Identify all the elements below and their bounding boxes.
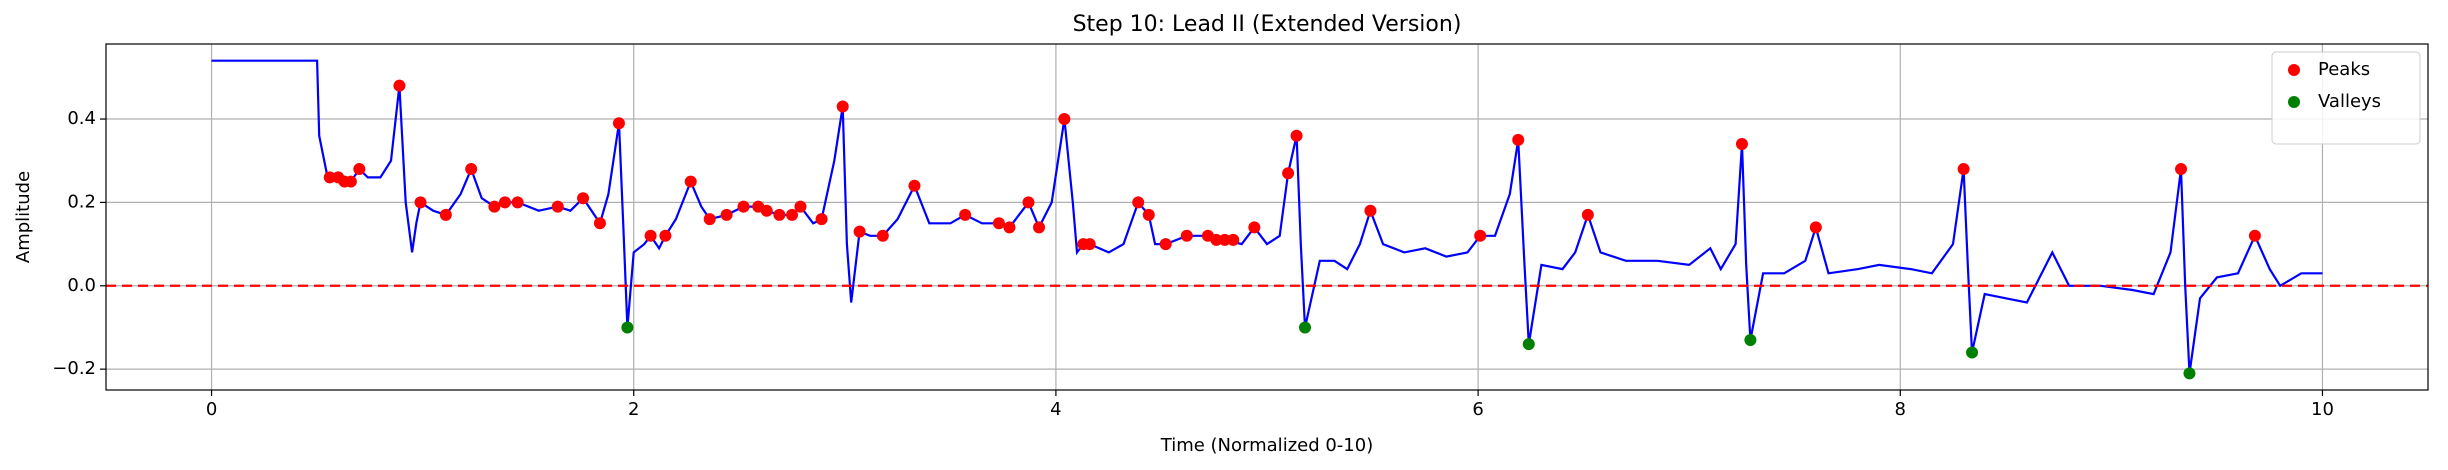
point bbox=[1581, 208, 1594, 221]
point bbox=[1083, 238, 1096, 251]
legend-marker bbox=[2288, 64, 2300, 76]
point bbox=[1003, 221, 1016, 234]
point bbox=[511, 196, 524, 209]
point bbox=[853, 225, 866, 238]
x-tick-label: 4 bbox=[1050, 399, 1061, 420]
point bbox=[1957, 163, 1970, 176]
point bbox=[786, 208, 799, 221]
point bbox=[815, 213, 828, 226]
point bbox=[393, 79, 406, 92]
point bbox=[876, 229, 889, 242]
point bbox=[353, 163, 366, 176]
point bbox=[1364, 204, 1377, 217]
x-tick-label: 8 bbox=[1895, 399, 1906, 420]
point bbox=[1512, 133, 1525, 146]
point bbox=[836, 100, 849, 113]
point bbox=[1058, 113, 1071, 126]
point bbox=[323, 171, 336, 184]
point bbox=[992, 217, 1005, 230]
point bbox=[1227, 233, 1240, 246]
legend-marker bbox=[2288, 96, 2300, 108]
point bbox=[551, 200, 564, 213]
point bbox=[644, 229, 657, 242]
point bbox=[684, 175, 697, 188]
point bbox=[498, 196, 511, 209]
x-tick-label: 2 bbox=[628, 399, 639, 420]
point bbox=[1290, 129, 1303, 142]
y-axis-label: Amplitude bbox=[13, 171, 34, 263]
point bbox=[1180, 229, 1193, 242]
point bbox=[465, 163, 478, 176]
point bbox=[344, 175, 357, 188]
point bbox=[1966, 346, 1979, 359]
point bbox=[1132, 196, 1145, 209]
point bbox=[1210, 233, 1223, 246]
y-tick-label: 0.4 bbox=[67, 108, 96, 129]
point bbox=[414, 196, 427, 209]
point bbox=[1022, 196, 1035, 209]
y-tick-label: 0.2 bbox=[67, 191, 96, 212]
point bbox=[1159, 238, 1172, 251]
plot-frame bbox=[105, 43, 2429, 391]
chart-title: Step 10: Lead II (Extended Version) bbox=[1073, 12, 1462, 37]
point bbox=[621, 321, 634, 334]
point bbox=[737, 200, 750, 213]
point bbox=[908, 179, 921, 192]
x-tick-label: 10 bbox=[2311, 399, 2334, 420]
point bbox=[1809, 221, 1822, 234]
legend-box bbox=[2271, 51, 2421, 145]
point bbox=[2175, 163, 2188, 176]
legend-label: Peaks bbox=[2318, 59, 2370, 80]
x-tick-label: 0 bbox=[206, 399, 217, 420]
point bbox=[2183, 367, 2196, 380]
point bbox=[1282, 167, 1295, 180]
point bbox=[1218, 233, 1231, 246]
point bbox=[488, 200, 501, 213]
point bbox=[1033, 221, 1046, 234]
point bbox=[794, 200, 807, 213]
point bbox=[577, 192, 590, 205]
x-tick-label: 6 bbox=[1472, 399, 1483, 420]
point bbox=[593, 217, 606, 230]
point bbox=[1298, 321, 1311, 334]
point bbox=[703, 213, 716, 226]
y-tick-label: 0.0 bbox=[67, 275, 96, 296]
point bbox=[659, 229, 672, 242]
point bbox=[1522, 338, 1535, 351]
point bbox=[612, 117, 625, 130]
y-tick-label: −0.2 bbox=[52, 358, 96, 379]
point bbox=[773, 208, 786, 221]
x-axis-label: Time (Normalized 0-10) bbox=[1160, 435, 1373, 456]
point bbox=[1735, 138, 1748, 151]
point bbox=[1744, 333, 1757, 346]
point bbox=[1248, 221, 1261, 234]
point bbox=[1474, 229, 1487, 242]
point bbox=[1142, 208, 1155, 221]
point bbox=[959, 208, 972, 221]
point bbox=[720, 208, 733, 221]
point bbox=[439, 208, 452, 221]
legend-label: Valleys bbox=[2318, 91, 2381, 112]
point bbox=[760, 204, 773, 217]
point bbox=[2248, 229, 2261, 242]
